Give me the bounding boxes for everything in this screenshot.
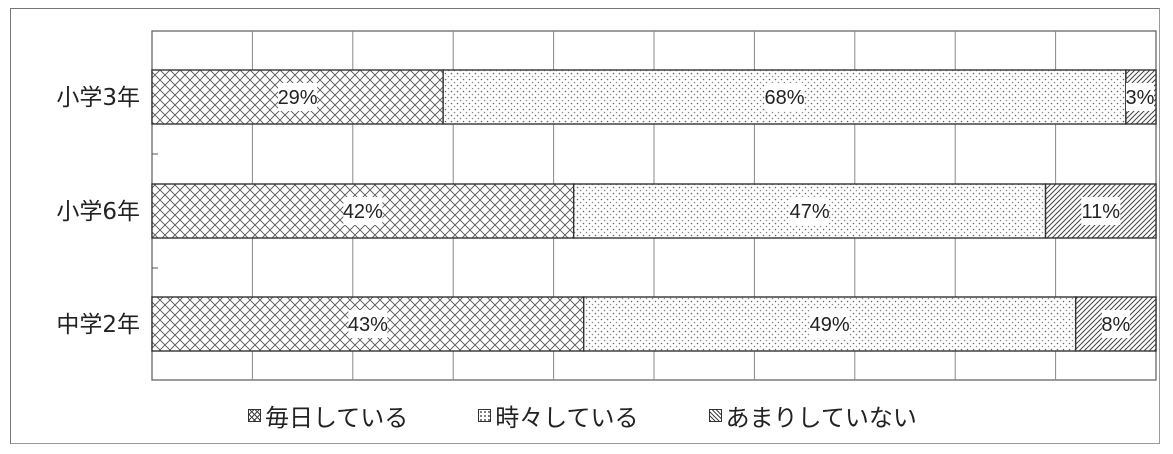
data-label-bg xyxy=(790,197,830,225)
data-label-bg xyxy=(810,310,850,338)
category-label: 小学3年 xyxy=(56,85,140,111)
legend-label: 時々している xyxy=(495,403,639,432)
chart-frame xyxy=(10,8,1160,444)
legend-label: あまりしていない xyxy=(725,403,917,432)
legend-label: 毎日している xyxy=(265,403,409,432)
data-label-bg xyxy=(348,310,388,338)
data-label: 47% xyxy=(790,201,830,223)
data-label: 43% xyxy=(348,314,388,336)
data-label-bg xyxy=(1126,83,1154,111)
category-label: 中学2年 xyxy=(56,312,140,338)
data-label: 29% xyxy=(278,87,318,109)
category-label: 小学6年 xyxy=(56,199,140,225)
legend-swatch-dots-icon xyxy=(478,408,492,422)
legend-swatch-crosshatch-icon xyxy=(248,408,261,422)
data-label-bg xyxy=(765,83,805,111)
data-label: 3% xyxy=(1126,87,1155,109)
legend-item-sometimes: 時々している xyxy=(478,398,639,433)
legend-swatch-diagonal-icon xyxy=(708,408,722,422)
legend-item-rarely: あまりしていない xyxy=(708,398,917,433)
legend: 毎日している 時々している あまりしていない xyxy=(248,397,917,433)
data-label-bg xyxy=(343,197,383,225)
data-label: 49% xyxy=(810,314,850,336)
data-label-bg xyxy=(1081,197,1121,225)
data-label: 8% xyxy=(1101,314,1130,336)
data-label: 42% xyxy=(343,201,383,223)
data-label: 68% xyxy=(765,87,805,109)
data-label-bg xyxy=(1101,310,1130,338)
legend-item-daily: 毎日している xyxy=(248,398,408,433)
data-label-bg xyxy=(278,83,318,111)
data-label: 11% xyxy=(1082,201,1121,223)
